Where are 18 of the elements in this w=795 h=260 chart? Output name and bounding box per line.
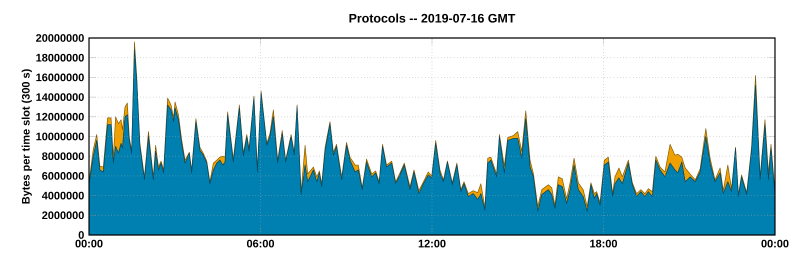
y-tick-label: 10000000 <box>36 132 84 140</box>
x-tick-label: 06:00 <box>246 240 274 248</box>
chart-title: Protocols -- 2019-07-16 GMT <box>349 14 516 23</box>
y-tick-label: 6000000 <box>42 172 84 180</box>
y-tick-label: 12000000 <box>36 112 84 121</box>
x-tick-label: 00:00 <box>75 240 103 248</box>
y-tick-label: 2000000 <box>42 211 84 220</box>
y-tick-label: 8000000 <box>42 152 84 160</box>
x-tick-label: 12:00 <box>418 240 446 248</box>
x-tick-label: 00:00 <box>761 240 789 248</box>
y-tick-label: 4000000 <box>42 192 84 200</box>
y-tick-label: 0 <box>78 231 84 239</box>
x-tick-label: 18:00 <box>590 240 618 248</box>
y-tick-label: 18000000 <box>36 54 84 62</box>
y-tick-label: 20000000 <box>36 34 84 42</box>
y-tick-label: 14000000 <box>36 93 84 101</box>
y-tick-label: 16000000 <box>36 74 84 82</box>
y-axis-title: Bytes per time slot (300 s) <box>22 69 32 204</box>
